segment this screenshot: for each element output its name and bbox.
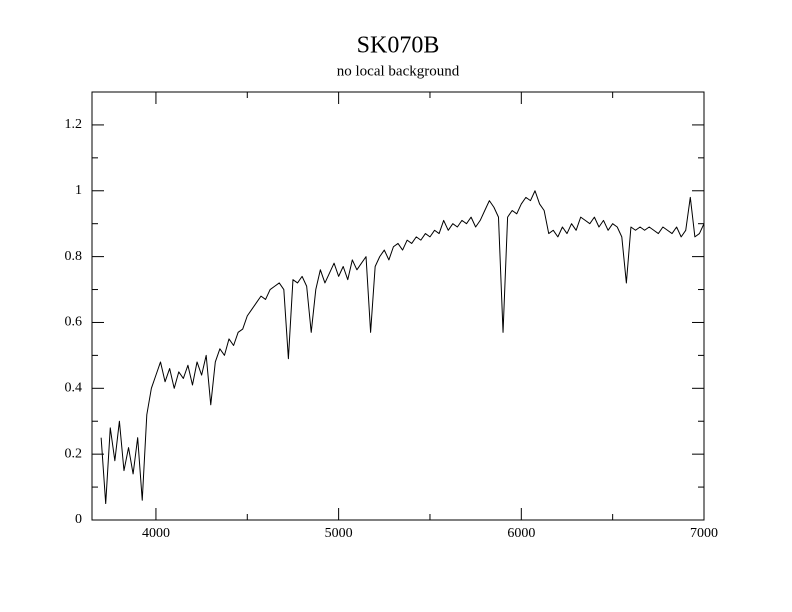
y-tick-label: 0.8 (65, 249, 83, 264)
y-tick-label: 1 (75, 183, 82, 198)
x-tick-label: 6000 (507, 526, 535, 541)
y-tick-label: 0.6 (65, 315, 83, 330)
y-tick-label: 0.4 (65, 381, 83, 396)
y-tick-label: 0.2 (65, 446, 83, 461)
x-tick-label: 4000 (142, 526, 170, 541)
x-tick-label: 7000 (690, 526, 718, 541)
y-tick-label: 1.2 (65, 117, 83, 132)
chart-subtitle: no local background (337, 63, 460, 79)
chart-title: SK070B (357, 33, 440, 59)
x-tick-label: 5000 (325, 526, 353, 541)
plot-frame (91, 91, 705, 521)
spectrum-line (100, 190, 705, 505)
y-tick-label: 0 (75, 512, 82, 527)
